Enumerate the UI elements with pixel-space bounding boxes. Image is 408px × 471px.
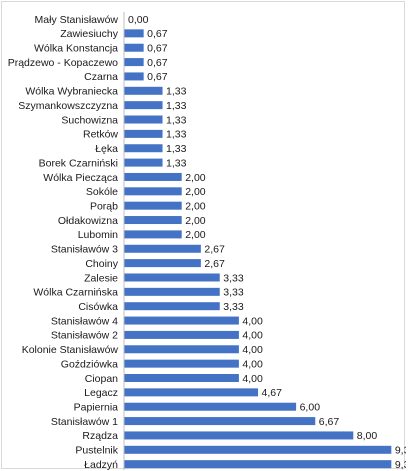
- category-label: Ołdakowizna: [58, 215, 118, 227]
- bar: [124, 431, 354, 440]
- value-label: 0,00: [128, 14, 149, 26]
- value-label: 1,33: [166, 143, 187, 155]
- bar: [124, 129, 163, 138]
- category-label: Prądzewo - Kopaczewo: [8, 57, 118, 69]
- value-label: 4,00: [242, 344, 263, 356]
- value-label: 2,00: [185, 215, 206, 227]
- category-label: Ładzyń: [84, 459, 118, 470]
- bar: [124, 230, 182, 239]
- category-label: Zawiesiuchy: [60, 28, 119, 40]
- category-label: Cisówka: [78, 301, 118, 313]
- category-label: Legacz: [84, 387, 118, 399]
- category-label: Stanisławów 2: [51, 330, 118, 342]
- value-label: 8,00: [357, 430, 378, 442]
- value-label: 1,33: [166, 114, 187, 126]
- value-label: 1,33: [166, 129, 187, 141]
- bar: [124, 158, 163, 167]
- bar: [124, 417, 316, 426]
- category-label: Lubomin: [78, 229, 118, 241]
- bar: [124, 388, 259, 397]
- value-label: 2,67: [204, 244, 225, 256]
- category-label: Mały Stanisławów: [35, 14, 119, 26]
- value-label: 6,00: [300, 402, 321, 414]
- bar: [124, 259, 201, 268]
- bar: [124, 29, 144, 38]
- category-label: Wólka Wybraniecka: [25, 86, 118, 98]
- bar: [124, 43, 144, 52]
- value-label: 1,33: [166, 157, 187, 169]
- value-label: 0,67: [147, 57, 168, 69]
- category-label: Rządza: [82, 430, 118, 442]
- value-label: 0,67: [147, 43, 168, 55]
- bar: [124, 316, 239, 325]
- category-label: Porąb: [90, 200, 118, 212]
- value-label: 4,00: [242, 358, 263, 370]
- bar: [124, 244, 201, 253]
- bar: [124, 445, 392, 454]
- bar: [124, 187, 182, 196]
- category-label: Goździówka: [61, 358, 118, 370]
- category-label: Stanisławów 1: [51, 416, 118, 428]
- value-label: 2,00: [185, 172, 206, 184]
- category-label: Stanisławów 4: [51, 315, 118, 327]
- category-label: Ciopan: [85, 373, 118, 385]
- bar: [124, 359, 239, 368]
- category-label: Choiny: [85, 258, 118, 270]
- value-label: 0,67: [147, 71, 168, 83]
- value-label: 4,00: [242, 330, 263, 342]
- value-label: 3,33: [223, 301, 244, 313]
- value-label: 4,00: [242, 373, 263, 385]
- bar: [124, 374, 239, 382]
- category-label: Papiernia: [74, 402, 119, 414]
- bar: [124, 460, 392, 469]
- category-label: Stanisławów 3: [51, 244, 118, 256]
- bar: [124, 144, 163, 153]
- bar: [124, 345, 239, 354]
- bar: [124, 273, 220, 282]
- value-label: 6,67: [319, 416, 340, 428]
- bar: [124, 115, 163, 124]
- category-label: Kolonie Stanisławów: [22, 344, 119, 356]
- category-label: Wólka Czarnińska: [33, 287, 118, 299]
- category-label: Sokóle: [86, 186, 118, 198]
- category-label: Zalesie: [84, 272, 118, 284]
- value-label: 2,67: [204, 258, 225, 270]
- bar: [124, 402, 297, 411]
- category-label: Pustelnik: [75, 445, 118, 457]
- bar: [124, 330, 239, 339]
- category-label: Retków: [83, 129, 118, 141]
- value-label: 1,33: [166, 100, 187, 112]
- value-label: 3,33: [223, 287, 244, 299]
- value-label: 9,33: [395, 459, 406, 470]
- category-label: Suchowizna: [61, 114, 118, 126]
- value-label: 9,33: [395, 445, 406, 457]
- value-label: 1,33: [166, 86, 187, 98]
- category-label: Łęka: [95, 143, 118, 155]
- value-label: 2,00: [185, 186, 206, 198]
- bar: [124, 72, 144, 81]
- bar: [124, 86, 163, 95]
- value-label: 2,00: [185, 229, 206, 241]
- bar: [124, 58, 144, 67]
- bar: [124, 287, 220, 296]
- value-label: 0,67: [147, 28, 168, 40]
- value-label: 4,67: [262, 387, 283, 399]
- category-label: Wólka Konstancja: [34, 43, 118, 55]
- category-label: Wólka Piecząca: [43, 172, 118, 184]
- value-label: 2,00: [185, 200, 206, 212]
- bar: [124, 201, 182, 210]
- bar: [124, 302, 220, 311]
- category-label: Borek Czarniński: [39, 157, 118, 169]
- bar: [124, 172, 182, 181]
- bar: [124, 216, 182, 225]
- category-label: Czarna: [84, 71, 118, 83]
- value-label: 4,00: [242, 315, 263, 327]
- category-label: Szymankowszczyzna: [18, 100, 118, 112]
- bar: [124, 101, 163, 110]
- value-label: 3,33: [223, 272, 244, 284]
